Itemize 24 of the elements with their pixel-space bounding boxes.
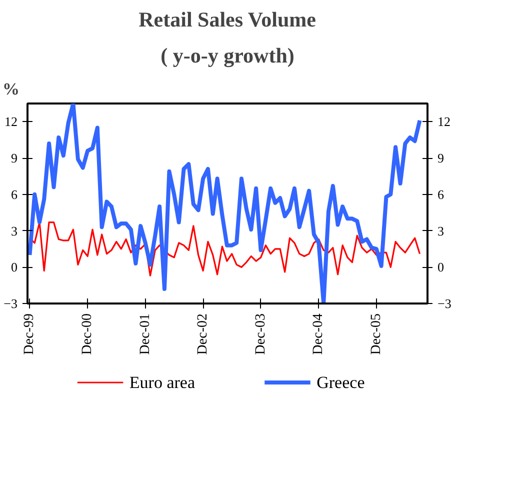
chart-title: Retail Sales Volume (138, 8, 316, 32)
x-tick-label: Dec-02 (196, 313, 211, 355)
y-tick-label: 0 (11, 260, 18, 275)
y2-tick-label: 0 (438, 260, 444, 275)
y2-tick-label: 9 (438, 150, 444, 166)
y2-tick-label: −3 (438, 296, 452, 311)
chart-subtitle: ( y-o-y growth) (160, 44, 294, 68)
y-tick-label: 3 (11, 223, 18, 238)
legend-label: Greece (316, 373, 365, 392)
y-axis-title: % (2, 80, 20, 98)
legend-label: Euro area (129, 373, 196, 392)
y-tick-label: −3 (4, 296, 18, 311)
x-tick-label: Dec-04 (311, 313, 326, 355)
x-tick-label: Dec-05 (368, 313, 384, 355)
y2-tick-label: 6 (438, 186, 444, 202)
y-tick-label: 9 (11, 150, 18, 166)
x-tick-label: Dec-00 (80, 313, 96, 355)
x-tick-label: Dec-01 (138, 313, 153, 355)
x-tick-label: Dec-99 (22, 313, 38, 355)
y2-tick-label: 3 (438, 223, 444, 238)
y-tick-label: 6 (11, 186, 18, 202)
y2-tick-label: 12 (438, 114, 450, 130)
x-tick-label: Dec-03 (253, 313, 268, 355)
y-tick-label: 12 (4, 114, 18, 130)
